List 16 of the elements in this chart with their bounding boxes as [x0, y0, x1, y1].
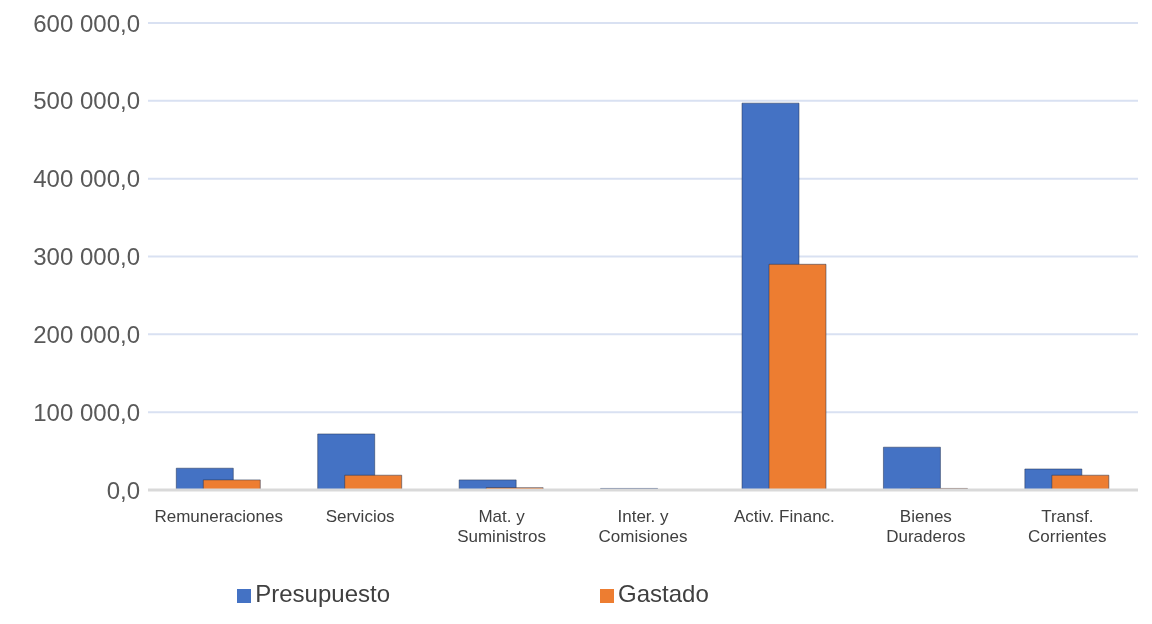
x-tick-label: Servicios	[325, 507, 395, 526]
y-tick-label: 500 000,0	[33, 87, 140, 115]
x-tick-label: Transf. Corrientes	[1028, 507, 1107, 546]
y-tick-label: 100 000,0	[33, 398, 140, 426]
legend-label: Presupuesto	[255, 580, 391, 607]
legend-label: Gastado	[618, 580, 709, 607]
y-tick-label: 0,0	[106, 476, 140, 504]
y-tick-label: 300 000,0	[33, 243, 140, 271]
y-tick-label: 400 000,0	[33, 165, 140, 193]
x-tick-label: Bienes Duraderos	[886, 507, 966, 546]
x-tick-label: Activ. Financ.	[734, 507, 835, 526]
y-tick-label: 200 000,0	[33, 320, 140, 348]
x-tick-label: Remuneraciones	[154, 507, 283, 526]
x-tick-label: Mat. y Suministros	[457, 507, 546, 546]
y-tick-label: 600 000,0	[33, 9, 140, 37]
x-tick-label: Inter. y Comisiones	[598, 507, 688, 546]
